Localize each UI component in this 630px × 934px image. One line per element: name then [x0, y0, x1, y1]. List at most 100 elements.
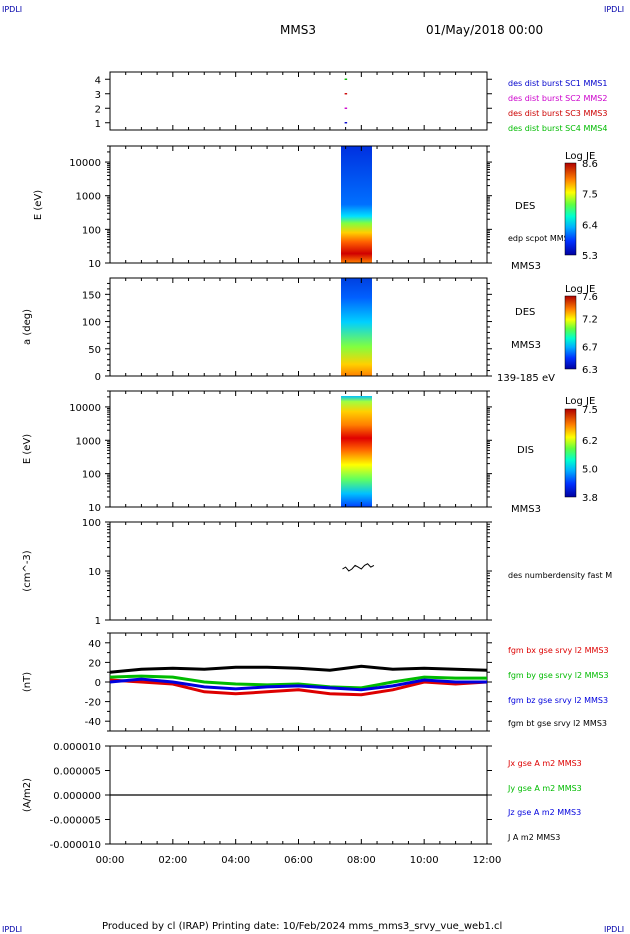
panel-des-energy-axis: 10 100 1000 10000	[69, 145, 492, 270]
density-ylabel: (cm^-3)	[22, 550, 33, 591]
corner-br: IPDLI	[604, 925, 624, 934]
des-energy-cb-title: Log JE	[565, 151, 595, 162]
footer-credit: Produced by cl (IRAP) Printing date: 10/…	[102, 921, 502, 932]
y-tick-label: 100	[82, 518, 101, 529]
colorbar-tick-label: 6.4	[582, 220, 598, 231]
time-tick-label: 06:00	[284, 855, 313, 866]
time-tick-label: 10:00	[410, 855, 439, 866]
y-tick-label: 1000	[76, 436, 101, 447]
y-tick-label: 1	[95, 616, 101, 627]
y-tick-label: 50	[88, 345, 101, 356]
des-energy-sc: MMS3	[511, 261, 541, 272]
legend-jx: Jx gse A m2 MMS3	[507, 759, 582, 768]
corner-tr: IPDLI	[604, 5, 624, 14]
time-tick-label: 12:00	[473, 855, 502, 866]
panel-status: 1 2 3 4 des dist burst SC1 MMS1 des dist bu…	[95, 71, 607, 133]
panel-dis-energy: 10 100 1000 10000 E (eV) DIS MMS3 Log JE 7.…	[22, 390, 598, 515]
y-tick-label: 3	[95, 90, 101, 101]
panel-des-energy: 10 100 1000 10000 E (eV) DES edp scpot MMS3…	[33, 145, 598, 272]
panel-density-frame	[109, 521, 488, 621]
y-tick-label: 4	[95, 75, 101, 86]
time-tick-label: 00:00	[96, 855, 125, 866]
panel-des-pitch-frame	[109, 277, 488, 377]
panel-current: 0.000010 0.000005 0.000000 -0.000005 -0.0000…	[22, 742, 582, 851]
dis-energy-ylabel: E (eV)	[22, 434, 33, 464]
y-tick-label: 0.000010	[53, 742, 101, 753]
colorbar-tick-label: 7.5	[582, 190, 598, 201]
des-energy-spectrogram	[341, 146, 372, 263]
current-ylabel: (A/m2)	[22, 778, 33, 812]
colorbar-tick-label: 6.3	[582, 365, 598, 376]
bx-line	[109, 678, 488, 697]
legend-bt: fgm bt gse srvy l2 MMS3	[508, 719, 607, 728]
panel-bfield: 40 20 0 -20 -40 (nT) fgm bx gse srvy l2 MMS3…	[22, 632, 609, 732]
legend-status-sc1: des dist burst SC1 MMS1	[508, 79, 607, 88]
panel-dis-energy-frame	[109, 390, 488, 508]
corner-tl: IPDLI	[2, 5, 22, 14]
des-energy-colorbar	[564, 162, 577, 256]
dis-energy-cb-title: Log JE	[565, 396, 595, 407]
y-tick-label: 100	[82, 470, 101, 481]
panel-des-pitch-axis: 0 50 100 150	[82, 278, 492, 383]
colorbar-tick-label: 7.2	[582, 314, 598, 325]
des-energy-overlay-label: edp scpot MMS3	[508, 234, 574, 243]
y-tick-label: 0	[95, 678, 101, 689]
des-pitch-energy-range: 139-185 eV	[497, 373, 555, 384]
legend-j: J A m2 MMS3	[507, 833, 560, 842]
legend-status-sc4: des dist burst SC4 MMS4	[508, 124, 607, 133]
des-pitch-sc: MMS3	[511, 340, 541, 351]
panel-des-pitch: 0 50 100 150 a (deg) DES MMS3 139-185 eV Lo…	[22, 277, 598, 384]
y-tick-label: 10	[88, 567, 101, 578]
y-tick-label: 1000	[76, 192, 101, 203]
legend-jy: Jy gse A m2 MMS3	[507, 784, 582, 793]
bt-line	[109, 664, 488, 674]
des-pitch-ylabel: a (deg)	[22, 309, 33, 345]
panel-density-axis: 1 10 100	[82, 518, 492, 627]
colorbar-tick-label: 7.5	[582, 405, 598, 416]
panel-current-axis: 0.000010 0.000005 0.000000 -0.000005 -0.0000…	[50, 742, 492, 851]
y-tick-label: -0.000005	[50, 816, 101, 827]
y-tick-label: -20	[85, 698, 101, 709]
colorbar-tick-label: 8.6	[582, 159, 598, 170]
panel-dis-energy-axis: 10 100 1000 10000	[69, 390, 492, 514]
time-tick-label: 08:00	[347, 855, 376, 866]
panel-status-frame	[109, 71, 488, 131]
y-tick-label: 150	[82, 290, 101, 301]
y-tick-label: 2	[95, 104, 101, 115]
date-title: 01/May/2018 00:00	[426, 23, 543, 37]
des-pitch-colorbar	[564, 295, 577, 370]
y-tick-label: 10000	[69, 403, 101, 414]
des-pitch-colorbar-ticks: 7.6 7.2 6.7 6.3	[582, 292, 598, 376]
colorbar-tick-label: 6.2	[582, 436, 598, 447]
y-tick-label: 0.000005	[53, 767, 101, 778]
y-tick-label: 10000	[69, 158, 101, 169]
y-tick-label: -0.000010	[50, 840, 101, 851]
des-energy-ylabel: E (eV)	[33, 190, 44, 220]
panel-bfield-axis: 40 20 0 -20 -40	[85, 632, 492, 732]
dis-energy-instrument: DIS	[517, 445, 534, 456]
panel-density: 1 10 100 (cm^-3) des numberdensity fast M	[22, 518, 612, 627]
panel-des-energy-frame	[109, 145, 488, 264]
legend-status-sc3: des dist burst SC3 MMS3	[508, 109, 607, 118]
bfield-lines	[109, 664, 488, 697]
legend-bx: fgm bx gse srvy l2 MMS3	[508, 646, 609, 655]
y-tick-label: 0	[95, 372, 101, 383]
time-tick-label: 04:00	[221, 855, 250, 866]
y-tick-label: -40	[85, 717, 101, 728]
dis-energy-spectrogram	[341, 396, 372, 507]
dis-energy-colorbar	[564, 408, 577, 498]
des-energy-instrument: DES	[515, 201, 535, 212]
colorbar-tick-label: 5.3	[582, 251, 598, 262]
y-tick-label: 40	[88, 639, 101, 650]
density-legend: des numberdensity fast M	[508, 571, 612, 580]
dis-energy-colorbar-ticks: 7.5 6.2 5.0 3.8	[582, 405, 598, 504]
colorbar-tick-label: 6.7	[582, 343, 598, 354]
y-tick-label: 20	[88, 658, 101, 669]
des-pitch-cb-title: Log JE	[565, 284, 595, 295]
density-line	[342, 563, 375, 572]
panel-status-axis: 1 2 3 4	[95, 72, 492, 130]
spacecraft-title: MMS3	[280, 23, 316, 37]
colorbar-tick-label: 5.0	[582, 464, 598, 475]
